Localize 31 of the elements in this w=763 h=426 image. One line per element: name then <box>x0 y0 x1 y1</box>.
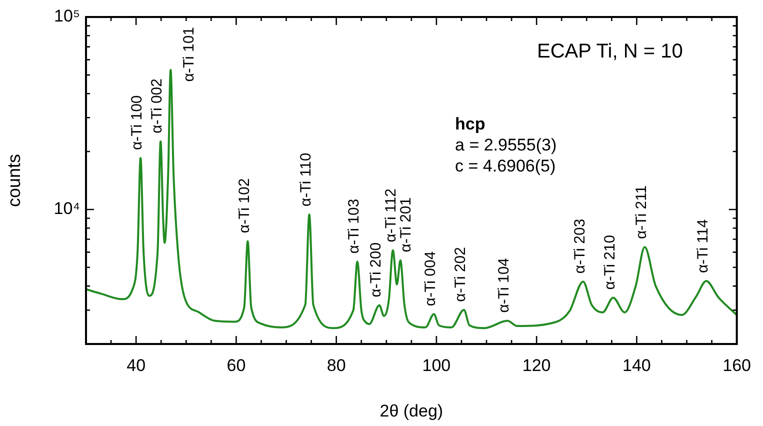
annotation: α-Ti 112 <box>382 188 400 242</box>
x-tick-label: 100 <box>422 356 451 375</box>
annotation: α-Ti 104 <box>496 258 513 313</box>
annotation: α-Ti 004 <box>422 251 440 306</box>
annotation: α-Ti 210 <box>601 234 618 290</box>
annotation: ECAP Ti, N = 10 <box>537 40 683 63</box>
x-tick-label: 120 <box>522 356 551 375</box>
x-tick-label: 60 <box>226 356 246 375</box>
x-tick-label: 140 <box>622 356 651 375</box>
x-tick-label: 40 <box>126 356 146 375</box>
annotation: α-Ti 101 <box>180 26 198 82</box>
annotation: α-Ti 002 <box>148 78 166 134</box>
x-tick-label: 160 <box>722 356 752 375</box>
annotation: α-Ti 201 <box>398 197 415 252</box>
annotation: α-Ti 200 <box>368 242 385 298</box>
annotation: α-Ti 102 <box>236 178 253 234</box>
annotation: α-Ti 203 <box>571 218 588 274</box>
y-axis-title: counts <box>4 154 24 208</box>
x-tick-label: 80 <box>326 356 346 375</box>
annotation: hcp <box>455 114 486 134</box>
annotation: α-Ti 211 <box>632 185 650 240</box>
annotation: α-Ti 110 <box>297 152 314 206</box>
y-tick-label: 10⁴ <box>54 199 80 218</box>
annotation: α-Ti 103 <box>345 198 362 254</box>
annotation: α-Ti 114 <box>694 219 712 273</box>
annotation: α-Ti 100 <box>128 95 146 150</box>
y-tick-label: 10⁵ <box>54 6 80 26</box>
annotation: α-Ti 202 <box>452 247 470 302</box>
annotation: c = 4.6906(5) <box>455 156 556 176</box>
x-axis-title: 2θ (deg) <box>380 401 444 420</box>
annotation: a = 2.9555(3) <box>455 136 557 155</box>
